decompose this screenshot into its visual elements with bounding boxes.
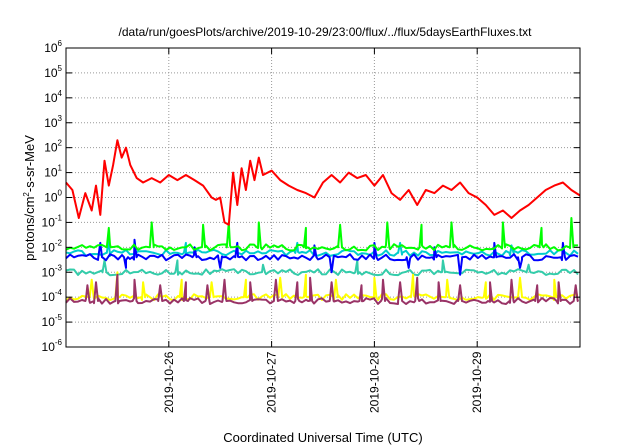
y-tick-label: 10-5 <box>42 313 63 329</box>
y-axis-label-rest: -s-sr-MeV <box>22 135 37 192</box>
x-axis-label: Coordinated Universal Time (UTC) <box>223 430 422 445</box>
y-tick-label: 105 <box>44 64 62 80</box>
y-tick-label: 102 <box>44 139 62 155</box>
y-tick-label: 10-2 <box>42 238 63 254</box>
plot-frame <box>65 47 581 348</box>
y-tick-label: 100 <box>44 189 62 205</box>
x-axis-ticks: 2019-10-26 2019-10-27 2019-10-28 2019-10-29 <box>162 48 484 413</box>
x-tick-label: 2019-10-26 <box>162 351 176 413</box>
y-tick-label: 101 <box>44 164 62 180</box>
y-axis-ticks: 10-6 10-5 10-4 10-3 10-2 10-1 100 101 102 103 104 1… <box>42 39 580 354</box>
y-tick-label: 10-3 <box>42 263 63 279</box>
y-tick-label: 10-1 <box>42 213 63 229</box>
series-line <box>65 238 579 276</box>
chart-title: /data/run/goesPlots/archive/2019-10-29/2… <box>119 25 533 39</box>
series-line <box>65 273 579 305</box>
y-axis-label-base: protons/cm <box>22 197 37 261</box>
y-tick-label: 104 <box>44 89 62 105</box>
y-tick-label: 103 <box>44 114 62 130</box>
y-axis-label: protons/cm2-s-sr-MeV <box>22 135 37 261</box>
series-line <box>65 217 579 252</box>
series-lines <box>65 139 581 305</box>
x-tick-label: 2019-10-29 <box>470 351 484 413</box>
y-axis-label-sup: 2 <box>22 192 31 197</box>
series-line <box>65 271 579 302</box>
series-line <box>65 139 581 226</box>
series-line <box>65 259 579 277</box>
x-tick-label: 2019-10-27 <box>265 351 279 413</box>
y-tick-label: 106 <box>44 39 62 55</box>
y-tick-label: 10-6 <box>42 338 63 354</box>
x-tick-label: 2019-10-28 <box>367 351 381 413</box>
y-tick-label: 10-4 <box>42 288 63 304</box>
